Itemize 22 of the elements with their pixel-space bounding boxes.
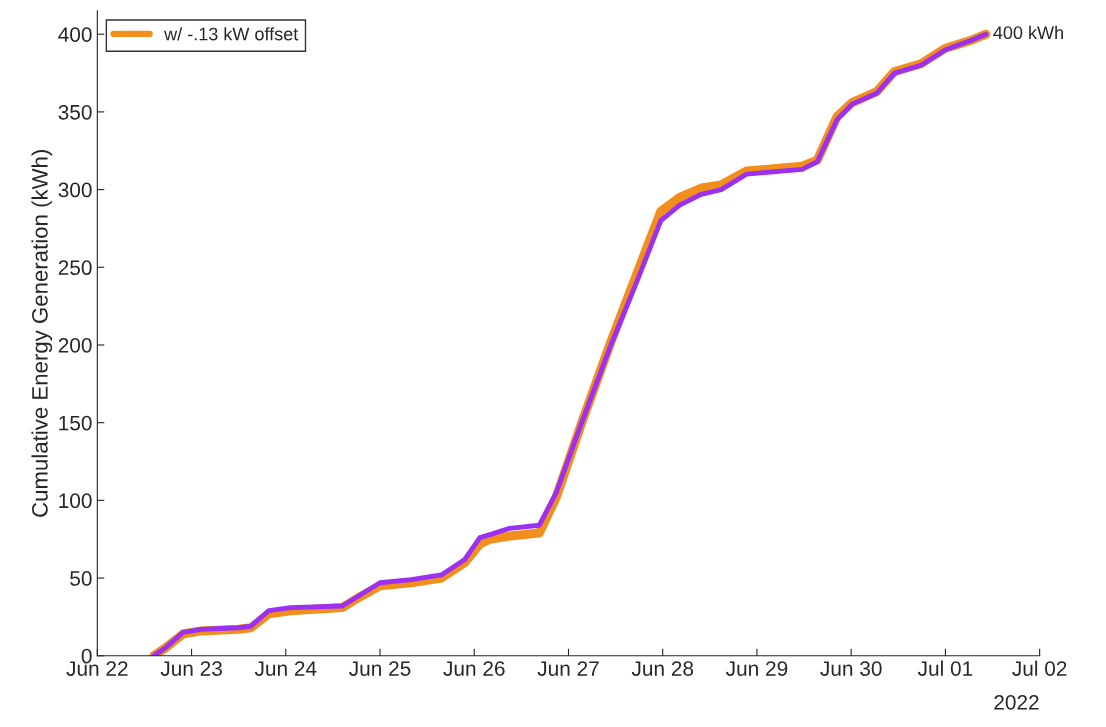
y-tick-label: 350: [58, 104, 92, 120]
y-tick-label: 400: [58, 27, 92, 42]
x-tick-label: Jun 23: [160, 661, 222, 676]
y-tick-label: 300: [58, 182, 92, 198]
y-tick-label: 100: [59, 493, 92, 509]
annotation: 400 kWh: [993, 25, 1063, 40]
y-tick-label: 50: [70, 571, 92, 586]
x-tick-label: Jul 01: [917, 660, 973, 676]
x-tick-label: Jul 02: [1012, 660, 1067, 676]
y-tick-label: 200: [58, 337, 92, 353]
legend-label: w/ -.13 kW offset: [164, 27, 299, 41]
x-tick-label: Jun 25: [349, 661, 411, 676]
x-tick-label: Jun 29: [726, 661, 788, 676]
x-tick-label: Jun 24: [254, 661, 317, 676]
x-tick-label: Jun 26: [443, 661, 505, 676]
x-tick-label: Jun 27: [537, 661, 599, 676]
text: 2022: [994, 695, 1039, 710]
x-tick-label: Jun 30: [820, 661, 882, 676]
y-tick-label: 250: [58, 260, 92, 276]
y-axis-title: Cumulative Energy Generation (kWh): [31, 150, 53, 517]
x-tick-label: Jun 28: [631, 661, 694, 676]
y-tick-label: 150: [59, 415, 92, 431]
